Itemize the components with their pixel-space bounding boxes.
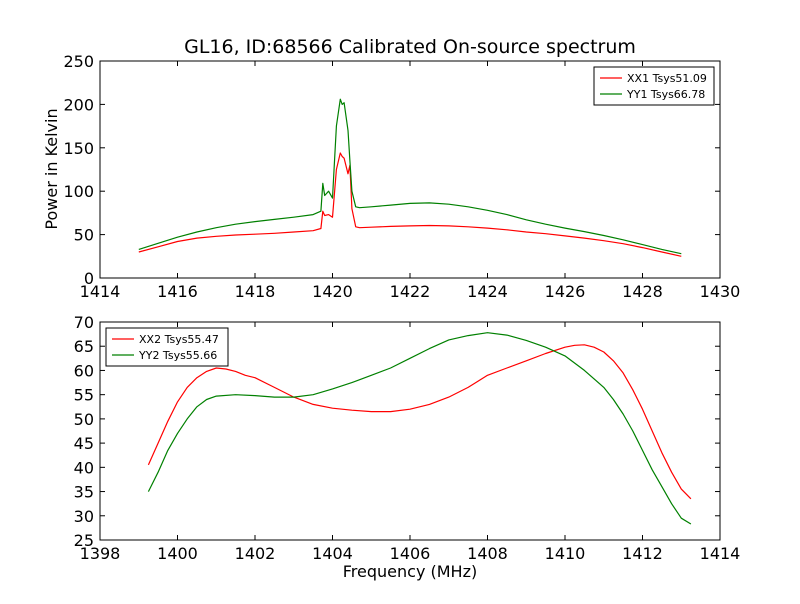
top-x-tick-label-8: 1430 xyxy=(700,282,741,301)
bottom-y-tick-label-9: 70 xyxy=(74,313,94,332)
bottom-y-tick-label-5: 50 xyxy=(74,410,94,429)
top-plot: 1414 1416 1418 1420 1422 1424 1426 1428 1430 0 50 1… xyxy=(63,52,740,301)
bottom-legend-label-0: XX2 Tsys55.47 xyxy=(139,333,219,346)
top-x-tick-label-2: 1418 xyxy=(235,282,276,301)
bottom-series-line-0 xyxy=(147,344,692,500)
top-y-tick-label-1: 50 xyxy=(74,226,94,245)
top-legend-label-1: YY1 Tsys66.78 xyxy=(626,88,705,101)
top-y-tick-label-5: 250 xyxy=(63,52,94,71)
bottom-x-tick-label-8: 1414 xyxy=(700,544,741,563)
top-x-tick-label-6: 1426 xyxy=(545,282,586,301)
bottom-x-tick-label-7: 1412 xyxy=(622,544,663,563)
top-x-tick-label-5: 1424 xyxy=(467,282,508,301)
top-x-tick-label-4: 1422 xyxy=(390,282,431,301)
top-legend-label-0: XX1 Tsys51.09 xyxy=(627,72,707,85)
y-axis-label-top: Power in Kelvin xyxy=(42,108,61,229)
bottom-x-tick-label-1: 1400 xyxy=(157,544,198,563)
bottom-y-tick-label-6: 55 xyxy=(74,386,94,405)
top-y-tick-label-4: 200 xyxy=(63,95,94,114)
bottom-x-tick-label-6: 1410 xyxy=(545,544,586,563)
bottom-x-tick-label-3: 1404 xyxy=(312,544,353,563)
bottom-legend: XX2 Tsys55.47 YY2 Tsys55.66 xyxy=(105,327,229,367)
top-y-tick-label-2: 100 xyxy=(63,182,94,201)
top-x-tick-label-1: 1416 xyxy=(157,282,198,301)
top-x-tick-label-3: 1420 xyxy=(312,282,353,301)
bottom-legend-label-1: YY2 Tsys55.66 xyxy=(138,349,217,362)
top-y-tick-label-3: 150 xyxy=(63,139,94,158)
top-y-tick-label-0: 0 xyxy=(84,269,94,288)
bottom-y-tick-label-7: 60 xyxy=(74,361,94,380)
bottom-x-tick-label-0: 1398 xyxy=(80,544,121,563)
top-series-line-0 xyxy=(138,152,682,257)
top-legend: XX1 Tsys51.09 YY1 Tsys66.78 xyxy=(593,66,715,106)
bottom-y-tick-label-2: 35 xyxy=(74,483,94,502)
bottom-legend-box xyxy=(105,327,229,367)
bottom-y-tick-label-4: 45 xyxy=(74,434,94,453)
bottom-y-tick-label-3: 40 xyxy=(74,458,94,477)
top-x-tick-label-7: 1428 xyxy=(622,282,663,301)
bottom-y-tick-label-8: 65 xyxy=(74,337,94,356)
bottom-x-tick-label-5: 1408 xyxy=(467,544,508,563)
bottom-y-tick-label-0: 25 xyxy=(74,531,94,550)
top-legend-box xyxy=(593,66,715,106)
bottom-x-tick-label-4: 1406 xyxy=(390,544,431,563)
top-series-line-1 xyxy=(138,98,682,255)
bottom-y-tick-label-1: 30 xyxy=(74,507,94,526)
bottom-series-line-1 xyxy=(147,332,692,525)
top-x-tick-label-0: 1414 xyxy=(80,282,121,301)
bottom-x-tick-label-2: 1402 xyxy=(235,544,276,563)
bottom-plot: 1398 1400 1402 1404 1406 1408 1410 1412 1414 25 30… xyxy=(74,313,741,563)
x-axis-label-bottom: Frequency (MHz) xyxy=(343,562,477,581)
chart-title: GL16, ID:68566 Calibrated On-source spec… xyxy=(184,36,636,58)
